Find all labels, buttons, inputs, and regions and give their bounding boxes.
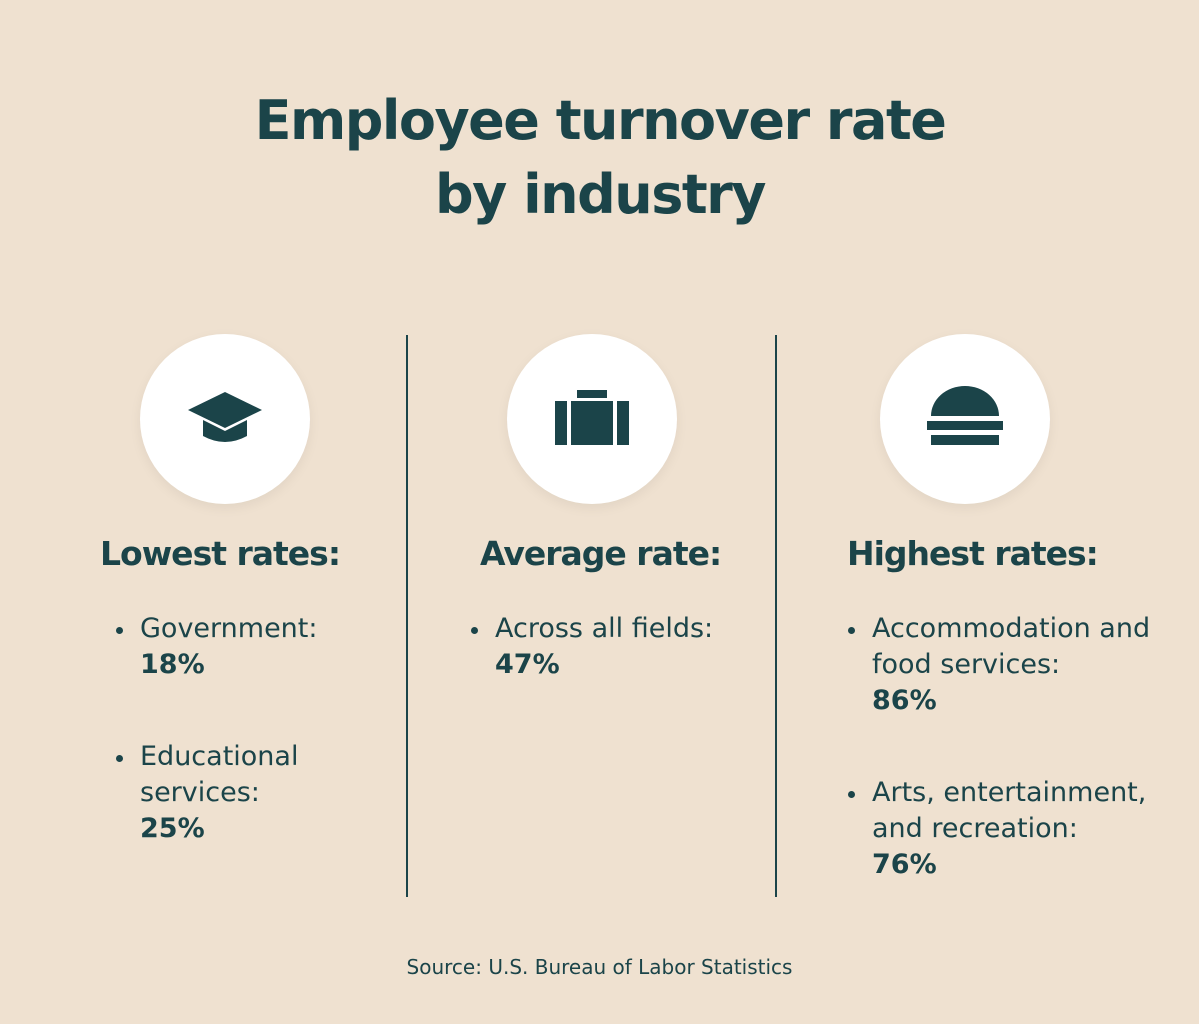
- item-label: Educational services:: [140, 741, 299, 808]
- item-label: Across all fields:: [495, 613, 714, 644]
- briefcase-icon: [555, 390, 629, 445]
- divider: [775, 335, 777, 897]
- item-value: 47%: [495, 649, 560, 680]
- item-list: Across all fields: 47%: [455, 611, 735, 683]
- item-value: 76%: [872, 849, 937, 880]
- graduation-cap-icon: [188, 392, 262, 442]
- icon-circle: [880, 334, 1050, 504]
- item-value: 25%: [140, 813, 205, 844]
- list-item: Accommodation and food services: 86%: [848, 611, 1172, 719]
- column-heading: Highest rates:: [847, 534, 1099, 573]
- source: Source: U.S. Bureau of Labor Statistics: [406, 955, 793, 979]
- item-value: 18%: [140, 649, 205, 680]
- food-icon: [927, 386, 1003, 445]
- item-value: 86%: [872, 685, 937, 716]
- item-list: Accommodation and food services: 86% Arts,…: [832, 611, 1172, 883]
- list-item: Across all fields: 47%: [471, 611, 735, 683]
- icon-circle: [140, 334, 310, 504]
- item-list: Government: 18% Educational services: 25%: [100, 611, 340, 847]
- title: Employee turnover rate by industry: [254, 89, 947, 226]
- column: Average rate: Across all fields: 47%: [455, 534, 735, 739]
- icon-circle: [507, 334, 677, 504]
- list-item: Arts, entertainment, and recreation: 76%: [848, 775, 1172, 883]
- item-label: Government:: [140, 613, 318, 644]
- list-item: Educational services: 25%: [116, 739, 340, 847]
- divider: [406, 335, 408, 897]
- list-item: Government: 18%: [116, 611, 340, 683]
- item-label: Accommodation and food services:: [872, 613, 1151, 680]
- column: Highest rates: Accommodation and food ser…: [832, 534, 1172, 939]
- column-heading: Average rate:: [480, 534, 722, 573]
- column-heading: Lowest rates:: [100, 534, 341, 573]
- column: Lowest rates: Government: 18% Educational s…: [100, 534, 341, 903]
- item-label: Arts, entertainment, and recreation:: [872, 777, 1147, 844]
